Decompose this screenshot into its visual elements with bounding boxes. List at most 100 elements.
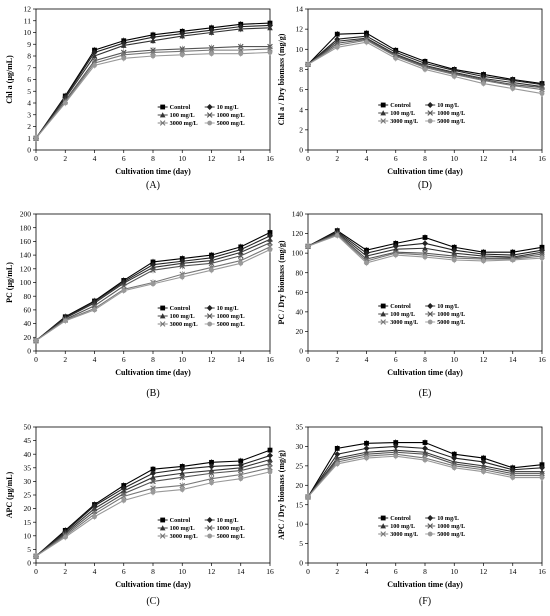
- x-tick-label: 12: [208, 154, 216, 163]
- y-tick-label: 1: [27, 134, 31, 143]
- x-tick-label: 0: [34, 355, 38, 364]
- y-tick-label: 40: [24, 319, 32, 328]
- x-axis-label: Cultivation time (day): [387, 580, 463, 589]
- data-point: [179, 263, 186, 269]
- y-tick-label: 11: [24, 16, 31, 25]
- data-point: [480, 458, 487, 465]
- data-point: [62, 318, 68, 324]
- legend-marker: [380, 110, 386, 116]
- data-point: [62, 100, 68, 106]
- data-point: [539, 91, 545, 96]
- data-point: [422, 235, 428, 240]
- x-tick-label: 16: [266, 567, 274, 576]
- chart-panel: 0 2 4 6 8 10 12 14 16 0 5 10 15 20 25 30 35 40 45 50 Cultiva…: [5, 423, 274, 607]
- x-tick-label: 2: [335, 355, 339, 364]
- legend-marker: [427, 110, 433, 116]
- x-tick-label: 8: [423, 355, 427, 364]
- legend: Control 10 mg/L 100 mg/L 1000 mg/L 3000 mg/L…: [157, 517, 245, 540]
- y-tick-label: 30: [24, 477, 32, 486]
- data-point: [238, 260, 244, 266]
- data-point: [237, 26, 244, 32]
- x-tick-label: 8: [151, 355, 155, 364]
- y-tick-label: 4: [299, 105, 303, 114]
- x-tick-label: 4: [93, 355, 97, 364]
- data-point: [150, 478, 156, 485]
- legend-entry: 1000 mg/L: [437, 523, 465, 530]
- y-tick-label: 12: [296, 25, 304, 34]
- x-axis-label: Cultivation time (day): [387, 368, 463, 377]
- y-tick-label: 40: [296, 307, 304, 316]
- legend-marker: [159, 525, 166, 531]
- legend-entry: Control: [170, 305, 191, 312]
- y-tick-label: 8: [299, 65, 303, 74]
- data-point: [451, 455, 458, 462]
- legend-marker: [427, 531, 433, 537]
- series-0: [33, 446, 273, 560]
- x-tick-label: 14: [509, 154, 517, 163]
- x-tick-label: 14: [237, 355, 245, 364]
- legend: Control 10 mg/L 100 mg/L 1000 mg/L 3000 mg/L…: [157, 104, 245, 127]
- y-tick-label: 5: [299, 539, 303, 548]
- x-tick-label: 4: [93, 567, 97, 576]
- data-point: [150, 37, 156, 44]
- legend: Control 10 mg/L 100 mg/L 1000 mg/L 3000 mg/L…: [378, 303, 465, 326]
- legend-marker: [160, 305, 166, 311]
- series-5: [305, 452, 545, 501]
- data-point: [208, 470, 215, 477]
- legend-entry: 10 mg/L: [437, 515, 459, 522]
- data-point: [150, 489, 156, 495]
- data-point: [120, 52, 127, 58]
- data-point: [393, 453, 399, 459]
- data-point: [305, 494, 311, 500]
- data-point: [267, 447, 273, 453]
- series-4: [33, 45, 273, 142]
- legend-marker: [427, 102, 434, 108]
- y-axis-label: APC / Dry biomass (mg/g): [277, 450, 286, 540]
- data-point: [510, 475, 516, 480]
- data-point: [481, 455, 486, 461]
- data-point: [33, 135, 39, 141]
- data-point: [267, 236, 273, 242]
- x-tick-label: 16: [266, 154, 274, 163]
- data-point: [267, 230, 273, 235]
- x-tick-label: 10: [451, 154, 459, 163]
- data-point: [422, 445, 428, 452]
- data-point: [179, 33, 186, 39]
- data-point: [33, 338, 39, 344]
- series-1: [305, 443, 545, 501]
- legend-entry: 3000 mg/L: [170, 321, 198, 328]
- legend-entry: 1000 mg/L: [437, 110, 465, 117]
- legend-entry: 100 mg/L: [170, 112, 195, 119]
- data-point: [120, 42, 127, 48]
- legend-entry: 5000 mg/L: [217, 533, 245, 540]
- legend-entry: 10 mg/L: [437, 303, 459, 310]
- y-tick-label: 60: [24, 306, 32, 315]
- legend-entry: 3000 mg/L: [390, 531, 418, 538]
- y-tick-label: 3: [27, 110, 31, 119]
- y-tick-label: 6: [299, 85, 303, 94]
- y-tick-label: 0: [299, 347, 303, 356]
- y-tick-label: 100: [20, 278, 32, 287]
- data-point: [150, 485, 156, 491]
- data-point: [179, 48, 186, 55]
- legend-marker: [206, 104, 213, 110]
- data-point: [179, 466, 186, 473]
- legend-marker: [159, 112, 166, 118]
- data-point: [334, 233, 340, 238]
- x-tick-label: 10: [179, 355, 187, 364]
- data-point: [393, 252, 399, 258]
- data-point: [209, 459, 214, 465]
- legend-marker: [159, 313, 166, 319]
- data-point: [92, 63, 97, 68]
- y-tick-label: 5: [27, 545, 31, 554]
- y-tick-label: 10: [24, 531, 32, 540]
- data-point: [267, 50, 273, 55]
- legend-marker: [206, 313, 213, 319]
- x-tick-label: 16: [538, 154, 546, 163]
- data-point: [267, 25, 273, 31]
- data-point: [91, 53, 98, 59]
- legend-entry: 10 mg/L: [217, 305, 239, 312]
- data-point: [364, 455, 369, 461]
- y-tick-label: 20: [296, 327, 304, 336]
- data-point: [364, 260, 369, 266]
